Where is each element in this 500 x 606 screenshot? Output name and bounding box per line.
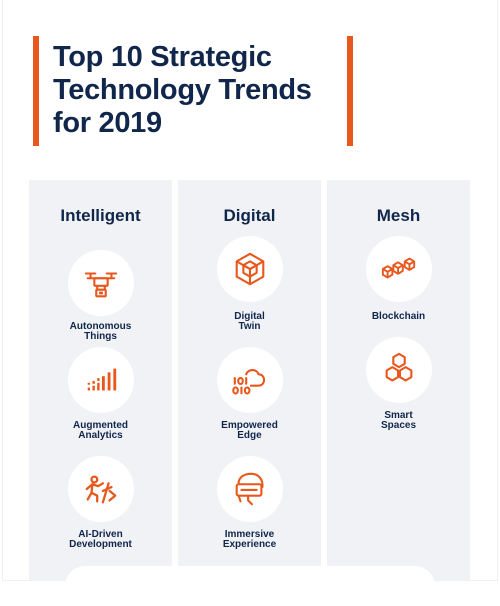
title-line-3: for 2019 [53, 107, 162, 139]
hexagons-icon [365, 337, 432, 403]
blockchain-icon [365, 236, 432, 302]
column-intelligent: Intelligent Autonomous Things [29, 180, 172, 580]
binary-cloud-icon [216, 347, 283, 413]
trend-label: AI-Driven Development [69, 529, 132, 550]
column-heading: Mesh [376, 206, 421, 225]
trend-label: Digital Twin [234, 311, 265, 332]
trend-label: Augmented Analytics [73, 420, 128, 441]
vr-headset-icon [216, 456, 283, 522]
bottom-panel [65, 566, 435, 606]
title-accent-bar-right [347, 36, 353, 146]
title-line-1: Top 10 Strategic [53, 41, 272, 73]
column-heading: Intelligent [60, 206, 141, 225]
title-line-2: Technology Trends [53, 74, 312, 106]
page-title: Top 10 Strategic Technology Trends for 2… [53, 41, 353, 140]
column-mesh: Mesh Blockchain Smart Spaces [327, 180, 470, 580]
drone-icon [67, 250, 134, 316]
trend-label: Empowered Edge [221, 420, 278, 441]
title-accent-bar-left [33, 36, 39, 146]
trend-label: Autonomous Things [69, 321, 132, 342]
trend-label: Blockchain [371, 311, 426, 322]
bar-chart-icon [67, 347, 134, 413]
ai-development-icon [67, 456, 134, 522]
trend-label: Immersive Experience [222, 529, 277, 550]
column-digital: Digital Digital Twin [178, 180, 321, 580]
trend-label: Smart Spaces [380, 410, 417, 431]
column-heading: Digital [223, 206, 276, 225]
cube-icon [216, 236, 283, 302]
